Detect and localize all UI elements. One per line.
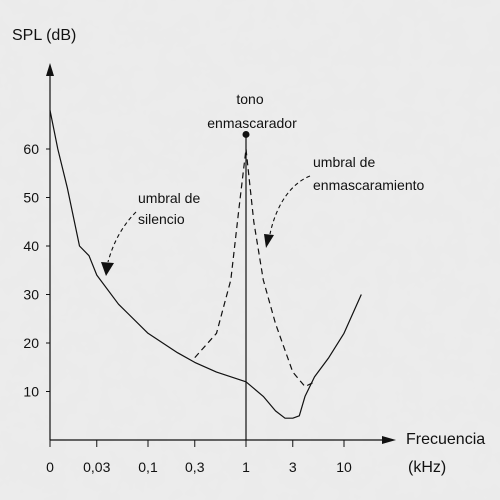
x-tick-label-3: 0,3 — [185, 459, 205, 475]
annotation-silence-line1: umbral de — [138, 190, 200, 206]
x-ticks: 0 0,03 0,1 0,3 1 3 10 — [46, 440, 352, 475]
masker-tone-point — [242, 130, 250, 138]
arrow-silence-head — [101, 262, 114, 276]
curves — [49, 110, 362, 440]
x-tick-label-1: 0,03 — [83, 459, 110, 475]
y-tick-label-4: 50 — [23, 190, 39, 206]
axes — [46, 63, 396, 444]
curve-threshold-in-silence — [49, 110, 362, 419]
y-ticks: 10 20 30 40 50 60 — [23, 141, 50, 400]
y-axis-label: SPL (dB) — [12, 27, 76, 44]
y-tick-label-0: 10 — [23, 384, 39, 400]
y-tick-label-1: 20 — [23, 335, 39, 351]
annotation-masker-line2: enmascarador — [207, 115, 297, 131]
x-tick-label-5: 3 — [289, 459, 297, 475]
annotation-masker-line1: tono — [236, 91, 263, 107]
annotation-arrows — [101, 175, 311, 276]
x-axis-label: Frecuencia — [406, 431, 485, 448]
annotation-silence-line2: silencio — [138, 211, 185, 227]
arrow-masking-head — [264, 234, 274, 248]
annotation-masking-line2: enmascaramiento — [313, 177, 424, 193]
x-axis-arrow — [382, 436, 396, 444]
y-tick-label-5: 60 — [23, 141, 39, 157]
arrow-masking — [269, 175, 311, 235]
x-tick-label-6: 10 — [336, 459, 352, 475]
x-tick-label-0: 0 — [46, 459, 54, 475]
labels: SPL (dB) Frecuencia (kHz) tono enmascara… — [12, 27, 485, 476]
arrow-silence — [107, 211, 137, 263]
x-tick-label-2: 0,1 — [138, 459, 158, 475]
y-tick-label-2: 30 — [23, 287, 39, 303]
y-axis-arrow — [46, 63, 54, 76]
x-tick-label-4: 1 — [242, 459, 250, 475]
x-axis-unit: (kHz) — [408, 459, 446, 476]
annotation-masking-line1: umbral de — [313, 154, 375, 170]
curve-masking-threshold — [194, 148, 315, 388]
y-tick-label-3: 40 — [23, 238, 39, 254]
